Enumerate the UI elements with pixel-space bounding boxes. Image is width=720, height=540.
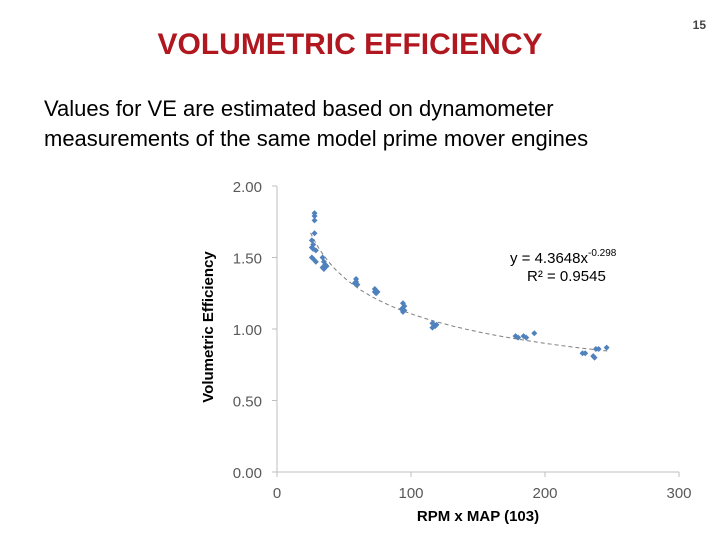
- data-point: [351, 280, 358, 287]
- data-point: [312, 247, 319, 254]
- y-tick-label: 0.50: [233, 394, 262, 411]
- page-number: 15: [692, 18, 706, 32]
- data-point: [374, 288, 381, 295]
- data-point: [531, 330, 538, 337]
- y-tick-label: 0.00: [233, 465, 262, 482]
- y-axis-label: Volumetric Efficiency: [200, 251, 217, 403]
- y-tick-label: 1.50: [233, 251, 262, 268]
- x-tick-label: 0: [273, 485, 281, 502]
- data-point: [603, 344, 610, 351]
- trendline-group: [310, 232, 609, 352]
- slide-title: VOLUMETRIC EFFICIENCY: [157, 28, 543, 61]
- data-point: [311, 217, 318, 224]
- trendline-equation: y = 4.3648x-0.298: [510, 248, 617, 267]
- data-point: [515, 334, 522, 341]
- x-tick-label: 200: [532, 485, 557, 502]
- y-tick-label: 1.00: [233, 322, 262, 339]
- trendline-exponent: -0.298: [588, 248, 617, 259]
- x-tick-label: 300: [666, 485, 691, 502]
- data-point: [311, 213, 318, 220]
- data-point: [323, 263, 330, 270]
- y-tick-label: 2.00: [233, 179, 262, 196]
- trendline: [310, 232, 609, 352]
- x-axis-label: RPM x MAP (103): [417, 508, 539, 525]
- data-point: [311, 230, 318, 237]
- data-point: [312, 258, 319, 265]
- data-point: [433, 321, 440, 328]
- chart-background: [140, 168, 700, 528]
- data-point: [429, 324, 436, 331]
- data-point: [582, 350, 589, 357]
- data-points: [308, 210, 610, 361]
- data-point: [591, 354, 598, 361]
- data-point: [523, 334, 530, 341]
- slide-description: Values for VE are estimated based on dyn…: [44, 96, 589, 151]
- x-tick-label: 100: [398, 485, 423, 502]
- chart-axes: 0.00 0.50 1.00 1.50 2.00 0 100 200 300: [233, 179, 692, 502]
- chart-labels: Volumetric Efficiency RPM x MAP (103) y …: [200, 248, 617, 525]
- r-squared-label: R² = 0.9545: [527, 268, 606, 285]
- data-point: [595, 346, 602, 353]
- data-point: [401, 307, 408, 314]
